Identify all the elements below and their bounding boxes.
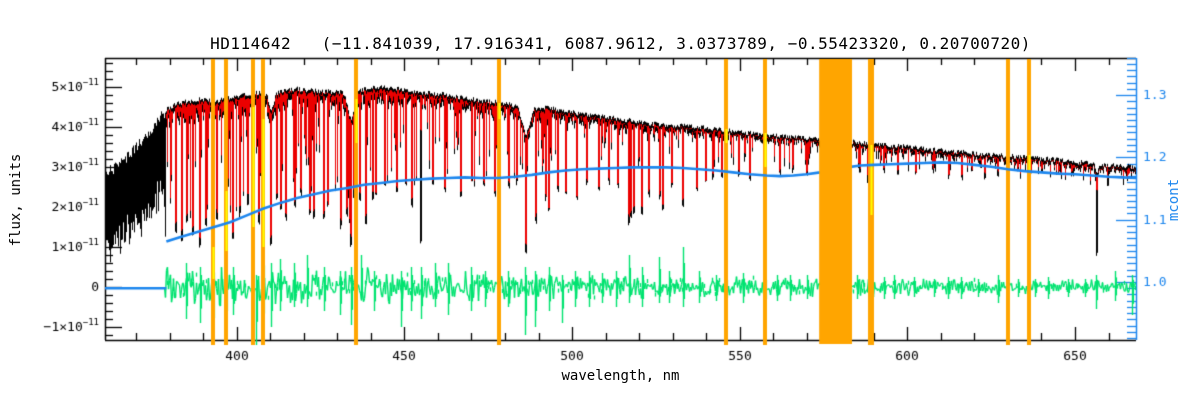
x-axis-label: wavelength, nm (561, 368, 680, 384)
chart-title: HD114642 (−11.841039, 17.916341, 6087.96… (210, 34, 1031, 53)
mcont-axis-label: mcont (1166, 178, 1182, 222)
flux-axis-label: flux, units (8, 153, 24, 247)
